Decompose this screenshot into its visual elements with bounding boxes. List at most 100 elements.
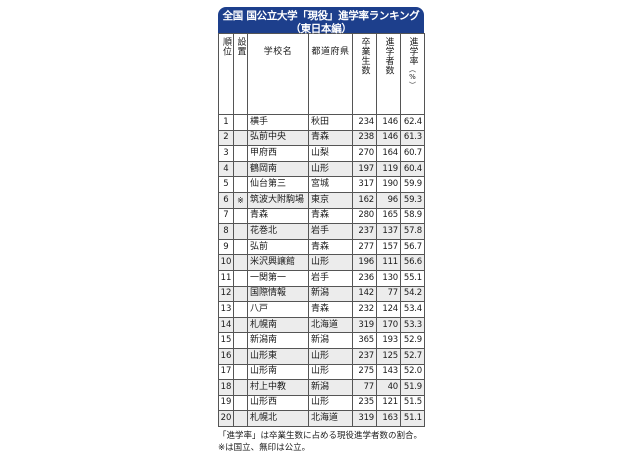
cell-advancers: 137: [376, 223, 401, 240]
cell-graduates: 317: [352, 176, 377, 193]
header-graduates: 卒業生数: [352, 33, 377, 115]
cell-school-name: 弘前: [247, 238, 309, 256]
header-type: 設置: [233, 33, 248, 115]
cell-school-name: 一関第一: [247, 269, 309, 287]
cell-type: [233, 238, 248, 256]
cell-rate: 52.0: [400, 363, 425, 381]
table-row: 5 仙台第三 宮城 317 190 59.9: [218, 176, 425, 193]
title-line-2: （東日本編）: [290, 23, 352, 35]
cell-prefecture: 青森: [308, 129, 353, 147]
cell-graduates: 277: [352, 238, 377, 256]
table-row: 7 青森 青森 280 165 58.9: [218, 207, 425, 225]
header-rate-unit: （%）: [408, 65, 417, 90]
cell-advancers: 111: [376, 254, 401, 271]
cell-graduates: 275: [352, 363, 377, 381]
cell-type: [233, 223, 248, 240]
cell-advancers: 40: [376, 379, 401, 396]
table-row: 20 札幌北 北海道 319 163 51.1: [218, 410, 425, 427]
cell-rate: 58.9: [400, 207, 425, 225]
cell-graduates: 77: [352, 379, 377, 396]
header-name: 学校名: [247, 33, 309, 115]
cell-graduates: 162: [352, 191, 377, 209]
header-pref: 都道府県: [308, 33, 353, 115]
cell-prefecture: 山形: [308, 363, 353, 381]
cell-rank: 18: [218, 379, 234, 396]
cell-advancers: 193: [376, 332, 401, 349]
cell-rate: 54.2: [400, 285, 425, 303]
cell-graduates: 319: [352, 410, 377, 427]
cell-rank: 8: [218, 223, 234, 240]
cell-type: [233, 145, 248, 162]
cell-rank: 11: [218, 269, 234, 287]
cell-prefecture: 秋田: [308, 114, 353, 131]
table-row: 15 新潟南 新潟 365 193 52.9: [218, 332, 425, 349]
cell-type: [233, 129, 248, 147]
cell-school-name: 山形西: [247, 394, 309, 412]
cell-school-name: 札幌南: [247, 316, 309, 334]
cell-graduates: 232: [352, 301, 377, 318]
cell-prefecture: 北海道: [308, 316, 353, 334]
cell-prefecture: 新潟: [308, 332, 353, 349]
cell-graduates: 196: [352, 254, 377, 271]
cell-advancers: 143: [376, 363, 401, 381]
cell-type: [233, 316, 248, 334]
cell-rank: 19: [218, 394, 234, 412]
cell-school-name: 新潟南: [247, 332, 309, 349]
cell-rank: 5: [218, 176, 234, 193]
cell-advancers: 157: [376, 238, 401, 256]
cell-advancers: 146: [376, 129, 401, 147]
table-row: 10 米沢興譲館 山形 196 111 56.6: [218, 254, 425, 271]
header-rate-label: 進学率: [407, 37, 418, 66]
cell-graduates: 234: [352, 114, 377, 131]
cell-type: [233, 363, 248, 381]
cell-rate: 57.8: [400, 223, 425, 240]
cell-school-name: 弘前中央: [247, 129, 309, 147]
cell-rate: 60.7: [400, 145, 425, 162]
cell-prefecture: 青森: [308, 301, 353, 318]
cell-graduates: 237: [352, 347, 377, 365]
cell-school-name: 村上中教: [247, 379, 309, 396]
cell-rank: 1: [218, 114, 234, 131]
cell-type: [233, 332, 248, 349]
cell-graduates: 238: [352, 129, 377, 147]
table-row: 14 札幌南 北海道 319 170 53.3: [218, 316, 425, 334]
cell-rank: 4: [218, 160, 234, 178]
title-line-1: 全国 国公立大学「現役」進学率ランキング: [222, 10, 420, 22]
cell-type: ※: [233, 191, 248, 209]
ranking-card: 全国 国公立大学「現役」進学率ランキング （東日本編） 順位 設置 学校名 都道…: [218, 7, 425, 454]
table-row: 16 山形東 山形 237 125 52.7: [218, 347, 425, 365]
cell-prefecture: 山形: [308, 254, 353, 271]
cell-rank: 20: [218, 410, 234, 427]
cell-prefecture: 新潟: [308, 285, 353, 303]
table-row: 4 鶴岡南 山形 197 119 60.4: [218, 160, 425, 178]
table-header-row: 順位 設置 学校名 都道府県 卒業生数 進学者数 進学率（%）: [218, 33, 425, 115]
table-row: 1 横手 秋田 234 146 62.4: [218, 114, 425, 131]
cell-advancers: 163: [376, 410, 401, 427]
cell-graduates: 142: [352, 285, 377, 303]
cell-rate: 51.9: [400, 379, 425, 396]
cell-prefecture: 青森: [308, 238, 353, 256]
cell-school-name: 国際情報: [247, 285, 309, 303]
table-row: 13 八戸 青森 232 124 53.4: [218, 301, 425, 318]
table-row: 9 弘前 青森 277 157 56.7: [218, 238, 425, 256]
table-row: 3 甲府西 山梨 270 164 60.7: [218, 145, 425, 162]
cell-advancers: 190: [376, 176, 401, 193]
cell-graduates: 237: [352, 223, 377, 240]
table-row: 12 国際情報 新潟 142 77 54.2: [218, 285, 425, 303]
cell-school-name: 鶴岡南: [247, 160, 309, 178]
cell-rate: 56.7: [400, 238, 425, 256]
cell-graduates: 270: [352, 145, 377, 162]
cell-rate: 61.3: [400, 129, 425, 147]
cell-rank: 3: [218, 145, 234, 162]
cell-graduates: 197: [352, 160, 377, 178]
cell-graduates: 236: [352, 269, 377, 287]
cell-school-name: 花巻北: [247, 223, 309, 240]
table-row: 6 ※ 筑波大附駒場 東京 162 96 59.3: [218, 191, 425, 209]
cell-type: [233, 254, 248, 271]
table-row: 8 花巻北 岩手 237 137 57.8: [218, 223, 425, 240]
cell-school-name: 甲府西: [247, 145, 309, 162]
header-advancers: 進学者数: [376, 33, 401, 115]
table-row: 17 山形南 山形 275 143 52.0: [218, 363, 425, 381]
cell-advancers: 96: [376, 191, 401, 209]
cell-type: [233, 301, 248, 318]
